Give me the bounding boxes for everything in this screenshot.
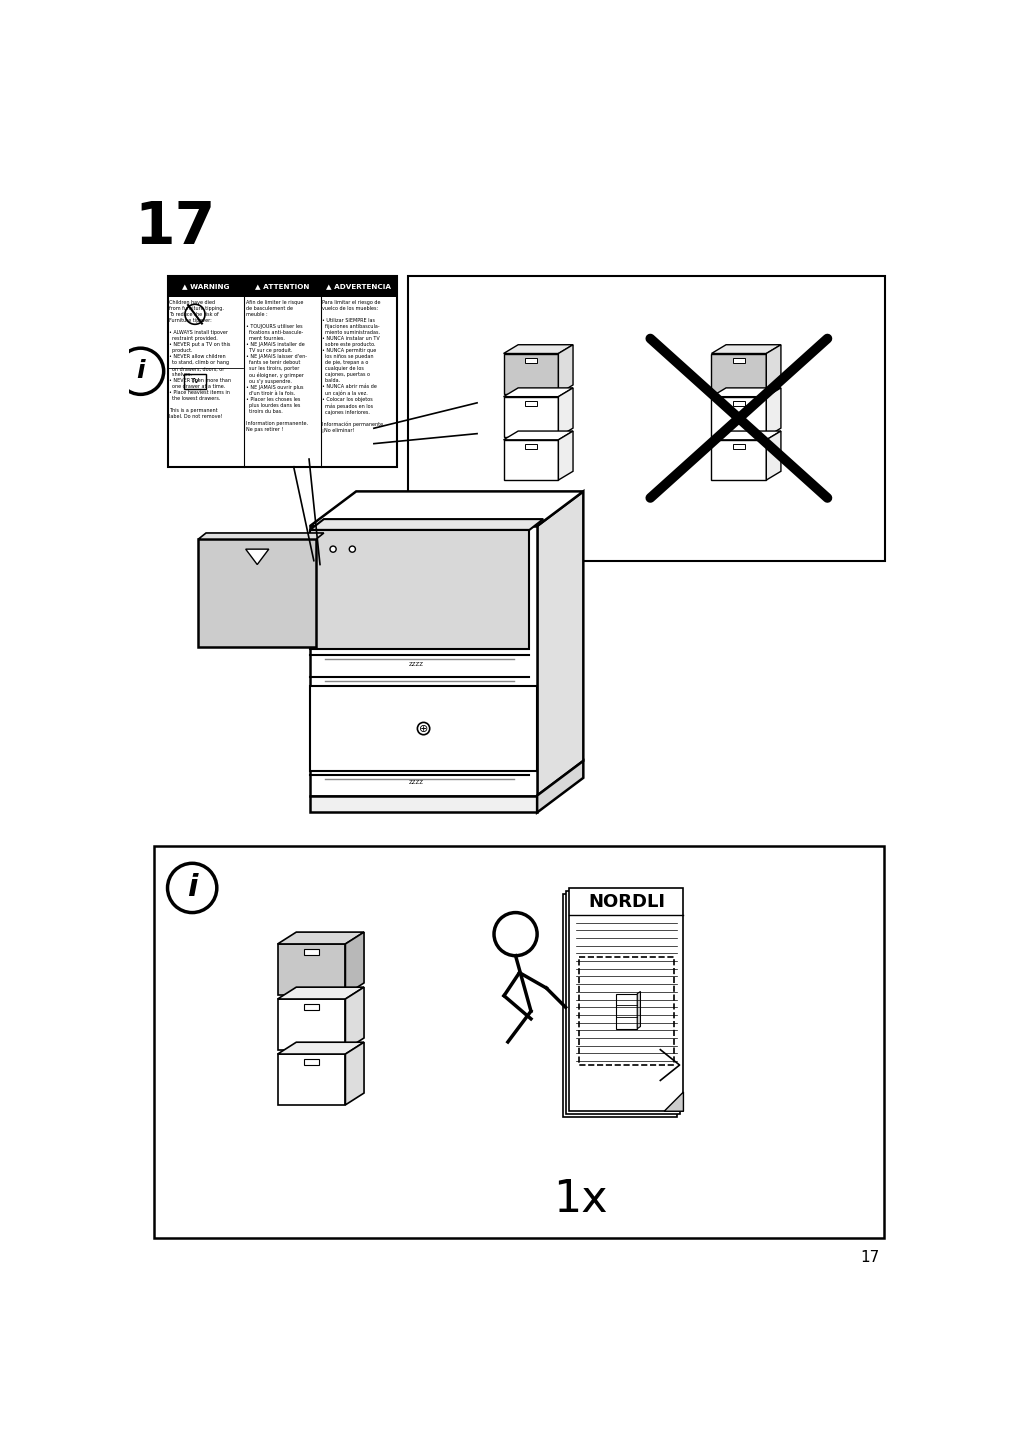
Text: ▲ ADVERTENCIA: ▲ ADVERTENCIA: [326, 284, 391, 289]
Bar: [154, 845, 883, 1239]
Bar: [320, 276, 396, 298]
Text: Afin de limiter le risque
de basculement de
meuble :

• TOUJOURS utiliser les
  : Afin de limiter le risque de basculement…: [246, 301, 307, 432]
Polygon shape: [558, 431, 572, 480]
Polygon shape: [309, 491, 582, 526]
Bar: [309, 686, 537, 770]
Bar: [303, 1058, 318, 1065]
Bar: [277, 1054, 345, 1106]
Polygon shape: [277, 987, 364, 1000]
Polygon shape: [637, 991, 640, 1028]
Polygon shape: [345, 1042, 364, 1106]
Bar: [525, 401, 536, 407]
Text: ⊕: ⊕: [419, 723, 428, 733]
Polygon shape: [663, 1093, 682, 1111]
FancyBboxPatch shape: [184, 374, 205, 390]
Polygon shape: [711, 388, 780, 397]
Bar: [732, 444, 744, 450]
Polygon shape: [537, 760, 582, 812]
Bar: [277, 944, 345, 995]
Polygon shape: [537, 491, 582, 796]
Bar: [244, 276, 320, 298]
Bar: [503, 354, 558, 394]
Bar: [615, 994, 637, 1028]
Bar: [503, 440, 558, 480]
Text: i: i: [136, 359, 145, 384]
Polygon shape: [503, 345, 572, 354]
Circle shape: [185, 304, 205, 324]
Polygon shape: [345, 932, 364, 995]
Bar: [711, 354, 765, 394]
Text: 17: 17: [134, 199, 215, 256]
Bar: [168, 276, 396, 467]
Circle shape: [330, 546, 336, 553]
Circle shape: [117, 348, 164, 394]
Circle shape: [349, 546, 355, 553]
Text: 1x: 1x: [552, 1179, 607, 1221]
Polygon shape: [765, 388, 780, 437]
Polygon shape: [246, 548, 269, 564]
Polygon shape: [277, 1042, 364, 1054]
Text: Children have died
from furniture tipping.
To reduce the risk of
Furniture tipov: Children have died from furniture tippin…: [169, 301, 231, 420]
Bar: [566, 891, 679, 1114]
Bar: [168, 276, 244, 298]
Text: Para limitar el riesgo de
vuelco de los muebles:

• Utilizar SIEMPRE las
  fijac: Para limitar el riesgo de vuelco de los …: [321, 301, 384, 434]
Polygon shape: [277, 932, 364, 944]
Text: ZZZZ: ZZZZ: [408, 662, 423, 667]
Bar: [578, 957, 673, 1065]
Bar: [303, 1004, 318, 1011]
Bar: [569, 888, 682, 1111]
Bar: [407, 276, 885, 561]
Bar: [277, 1000, 345, 1050]
Bar: [303, 948, 318, 955]
Polygon shape: [503, 388, 572, 397]
Bar: [563, 894, 676, 1117]
Text: i: i: [187, 874, 197, 902]
Text: ▲ ATTENTION: ▲ ATTENTION: [255, 284, 309, 289]
Polygon shape: [198, 538, 315, 647]
Polygon shape: [309, 796, 537, 812]
Bar: [732, 358, 744, 362]
Polygon shape: [765, 431, 780, 480]
Bar: [503, 397, 558, 437]
Bar: [732, 401, 744, 407]
Text: TV: TV: [190, 378, 199, 384]
Text: 17: 17: [859, 1250, 879, 1264]
Bar: [525, 444, 536, 450]
Polygon shape: [711, 431, 780, 440]
Bar: [711, 397, 765, 437]
Polygon shape: [558, 345, 572, 394]
Polygon shape: [345, 987, 364, 1050]
Polygon shape: [558, 388, 572, 437]
Bar: [309, 526, 537, 796]
Circle shape: [168, 863, 216, 912]
Bar: [525, 358, 536, 362]
Circle shape: [493, 912, 537, 955]
Bar: [711, 440, 765, 480]
Polygon shape: [198, 533, 324, 538]
Polygon shape: [309, 520, 543, 530]
Text: ZZZZ: ZZZZ: [408, 780, 423, 785]
Text: ▲ WARNING: ▲ WARNING: [182, 284, 229, 289]
Polygon shape: [309, 530, 529, 649]
Polygon shape: [765, 345, 780, 394]
Polygon shape: [503, 431, 572, 440]
Polygon shape: [711, 345, 780, 354]
Text: NORDLI: NORDLI: [587, 892, 664, 911]
